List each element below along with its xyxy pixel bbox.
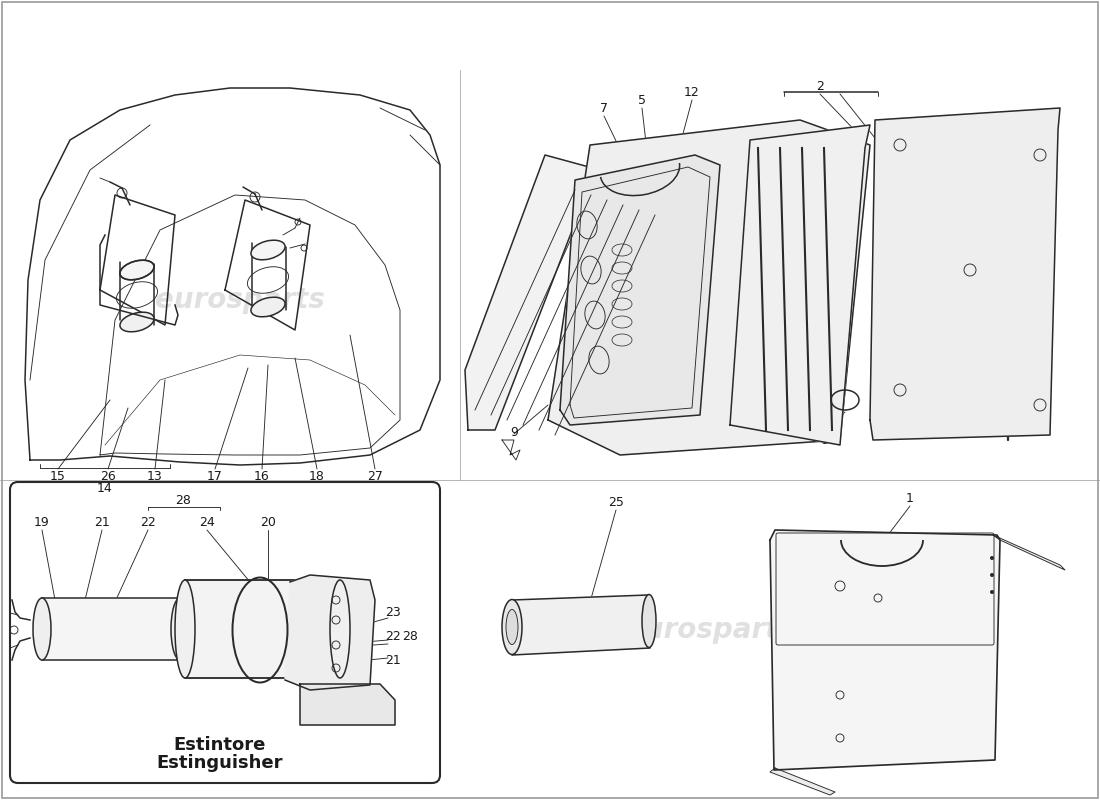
Polygon shape [993, 535, 1065, 570]
Text: 4: 4 [772, 434, 780, 446]
Polygon shape [185, 580, 340, 678]
Ellipse shape [642, 594, 656, 647]
Text: 16: 16 [254, 470, 270, 482]
Text: 15: 15 [51, 470, 66, 482]
Text: 1: 1 [906, 491, 914, 505]
Polygon shape [285, 575, 375, 690]
Text: 28: 28 [403, 630, 418, 642]
Text: 13: 13 [147, 470, 163, 482]
Polygon shape [512, 595, 650, 655]
Text: 21: 21 [385, 654, 400, 666]
Text: 22: 22 [140, 515, 156, 529]
Ellipse shape [251, 297, 285, 317]
Text: 21: 21 [95, 515, 110, 529]
Text: eurosparts: eurosparts [145, 621, 315, 649]
Text: Estinguisher: Estinguisher [156, 754, 284, 772]
Polygon shape [770, 530, 1000, 770]
Circle shape [990, 573, 994, 577]
Circle shape [990, 556, 994, 560]
Polygon shape [560, 155, 720, 425]
Text: 22: 22 [385, 630, 400, 642]
Text: 25: 25 [608, 495, 624, 509]
FancyBboxPatch shape [10, 482, 440, 783]
Text: 10: 10 [605, 434, 620, 446]
Text: 26: 26 [100, 470, 116, 482]
Text: eurosparts: eurosparts [155, 286, 324, 314]
Ellipse shape [120, 260, 154, 280]
Polygon shape [300, 684, 395, 725]
Text: 11: 11 [698, 434, 714, 446]
Text: 2: 2 [816, 79, 824, 93]
Ellipse shape [502, 599, 522, 654]
Ellipse shape [33, 598, 51, 660]
Text: 17: 17 [207, 470, 223, 482]
Text: eurosparts: eurosparts [625, 616, 795, 644]
Text: 5: 5 [638, 94, 646, 106]
Polygon shape [548, 120, 870, 455]
Circle shape [990, 590, 994, 594]
Ellipse shape [175, 580, 195, 678]
Text: 19: 19 [34, 515, 50, 529]
Text: 9: 9 [510, 426, 518, 438]
Text: 20: 20 [260, 515, 276, 529]
Ellipse shape [330, 580, 350, 678]
Text: 18: 18 [309, 470, 324, 482]
Text: 27: 27 [367, 470, 383, 482]
Text: 28: 28 [175, 494, 191, 506]
Polygon shape [42, 598, 180, 660]
Ellipse shape [120, 312, 154, 332]
Polygon shape [502, 440, 520, 460]
Text: 24: 24 [199, 515, 214, 529]
Text: 7: 7 [600, 102, 608, 114]
Polygon shape [870, 108, 1060, 440]
Text: Estintore: Estintore [174, 736, 266, 754]
Text: 23: 23 [385, 606, 400, 618]
Polygon shape [770, 768, 835, 795]
Ellipse shape [170, 598, 189, 660]
Polygon shape [730, 125, 870, 445]
Text: eurosparts: eurosparts [625, 196, 795, 224]
Text: 3: 3 [737, 434, 745, 446]
Polygon shape [465, 155, 600, 430]
Ellipse shape [506, 610, 518, 645]
Text: 8: 8 [820, 434, 828, 446]
Ellipse shape [251, 240, 285, 260]
Text: 14: 14 [97, 482, 113, 494]
Text: 6: 6 [664, 434, 672, 446]
Text: 12: 12 [684, 86, 700, 98]
